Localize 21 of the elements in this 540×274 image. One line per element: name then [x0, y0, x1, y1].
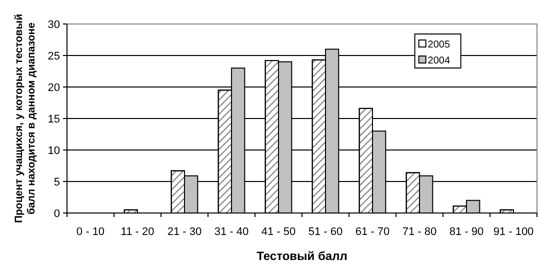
legend-label: 2005 — [428, 40, 450, 50]
x-tick-label: 41 - 50 — [261, 226, 296, 238]
x-tick-label: 81 - 90 — [449, 226, 484, 238]
y-tick-label: 20 — [48, 82, 60, 94]
y-tick-label: 0 — [54, 208, 60, 220]
y-tick-label: 30 — [48, 18, 60, 31]
x-tick-label: 31 - 40 — [214, 226, 249, 238]
x-tick-label: 91 - 100 — [493, 226, 534, 238]
x-tick-label: 21 - 30 — [167, 226, 202, 238]
y-axis-title: Процент учащихся, у которых тестовый балл находится в данном диапазоне — [13, 14, 38, 224]
y-tick-label: 10 — [48, 144, 60, 157]
x-tick-label: 0 - 10 — [76, 226, 105, 238]
legend-label: 2004 — [428, 56, 450, 66]
x-tick-label: 71 - 80 — [402, 226, 437, 238]
y-tick-label: 25 — [48, 50, 60, 62]
y-tick-label: 15 — [48, 113, 60, 126]
x-axis-title: Тестовый балл — [256, 249, 348, 263]
y-tick-label: 5 — [54, 176, 60, 188]
x-tick-label: 11 - 20 — [120, 226, 154, 238]
x-tick-label: 51 - 60 — [308, 226, 343, 238]
x-tick-label: 61 - 70 — [355, 226, 390, 238]
